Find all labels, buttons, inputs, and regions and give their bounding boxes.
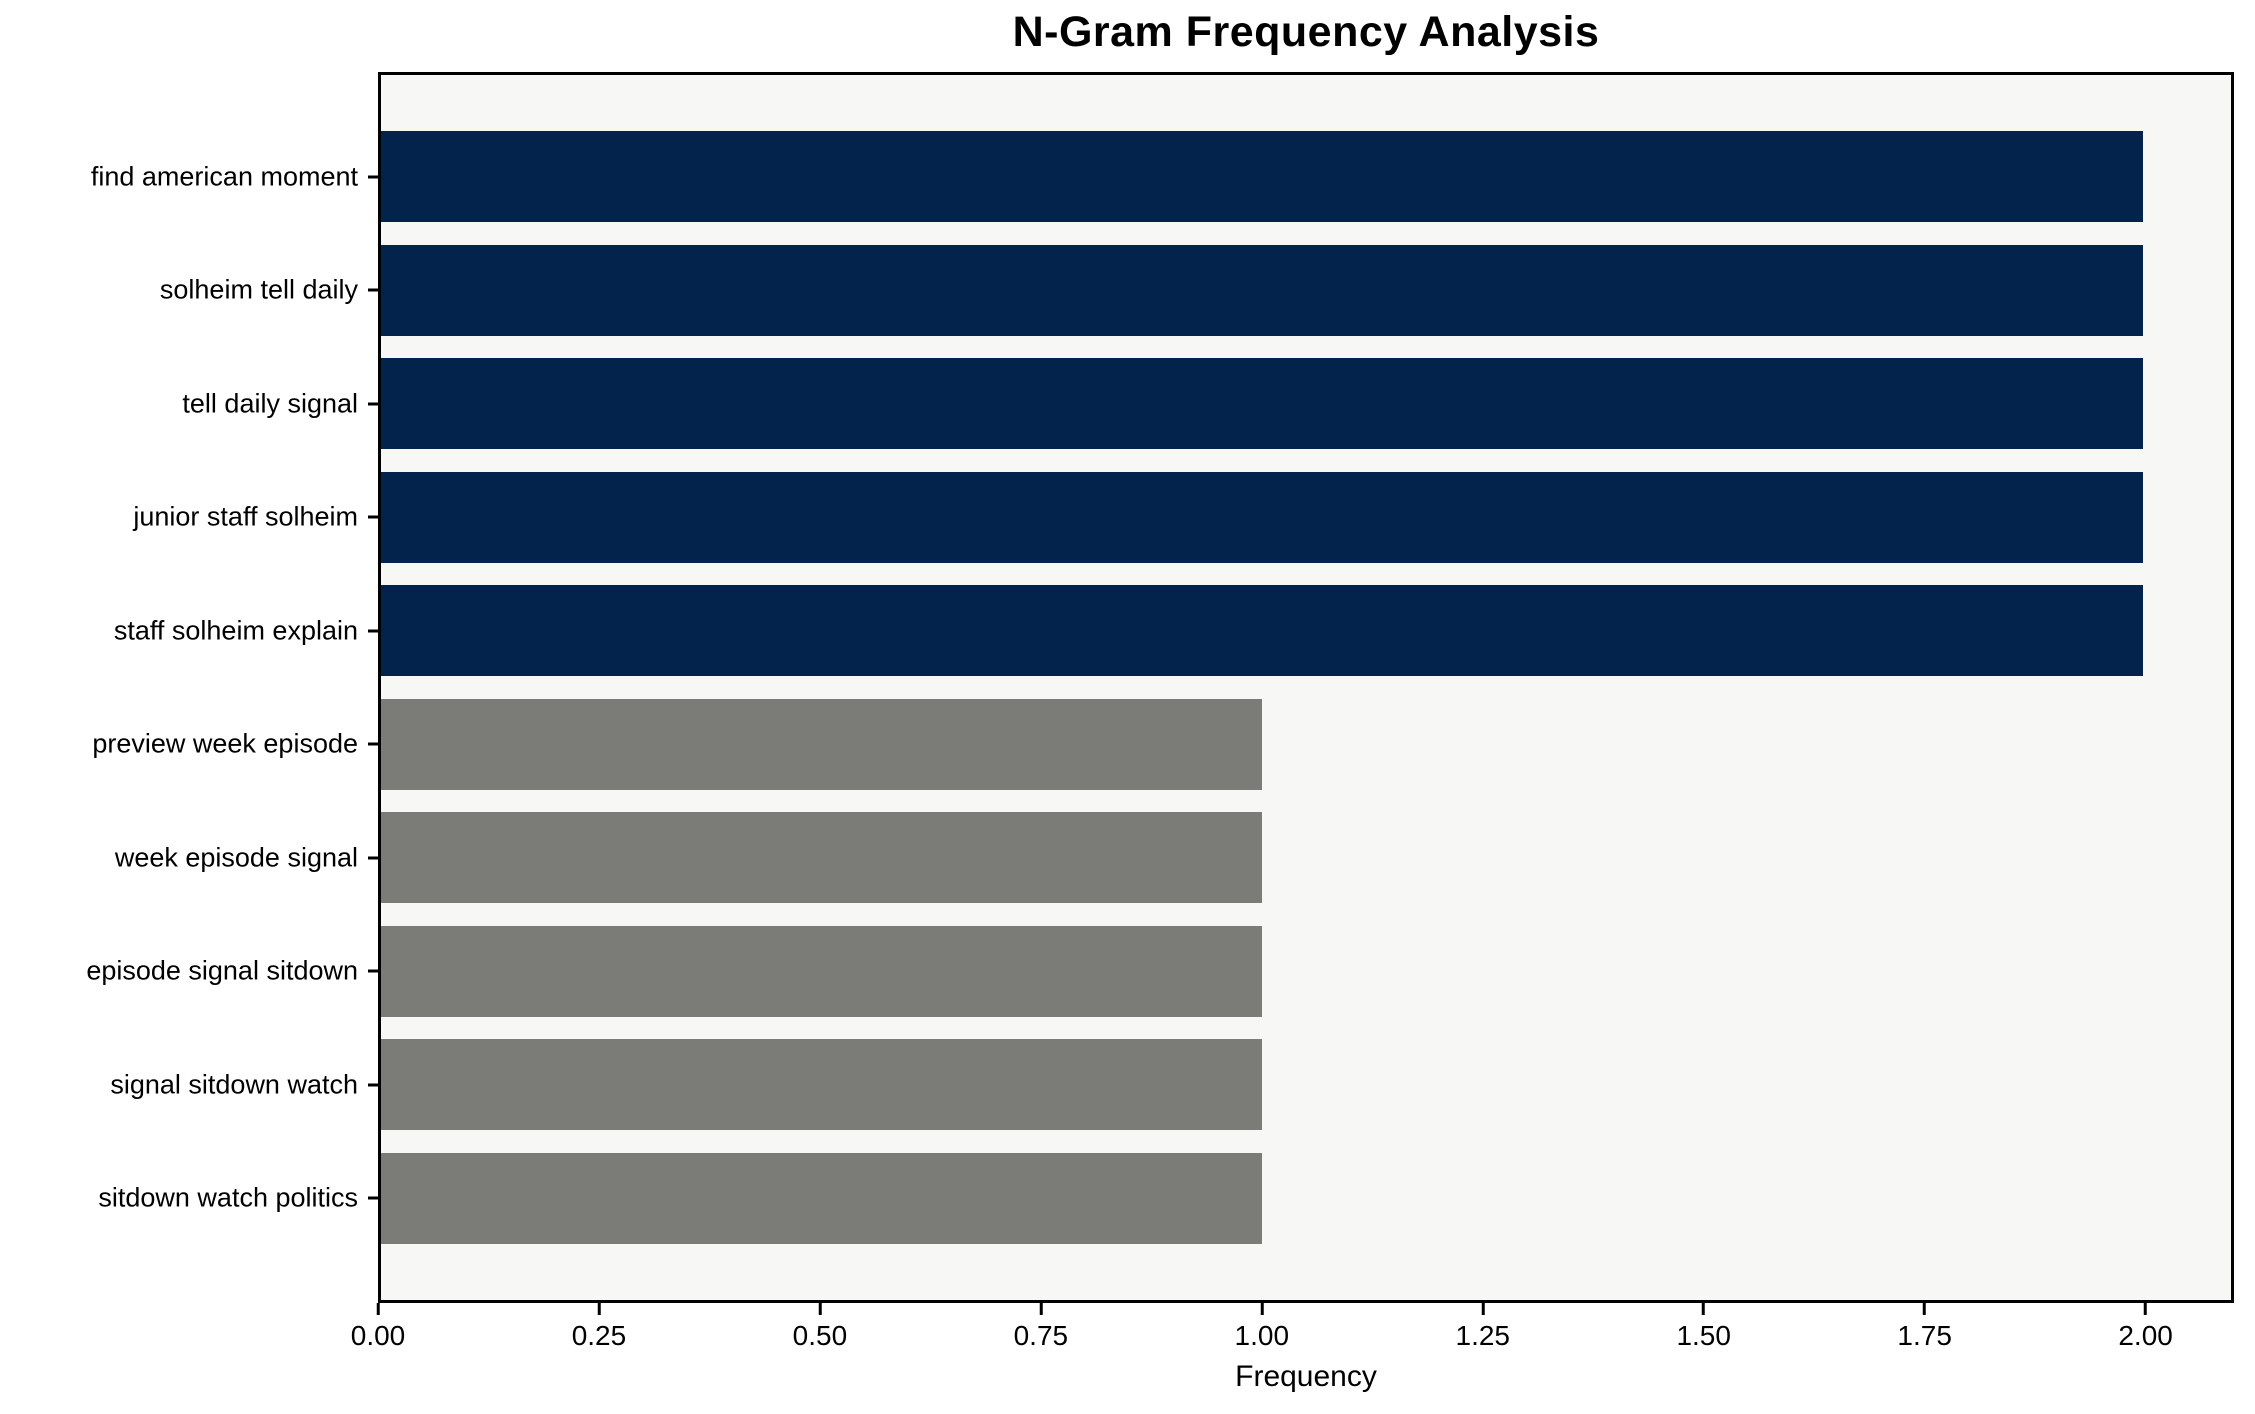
x-tick-mark <box>1039 1303 1043 1315</box>
y-tick-label: staff solheim explain <box>113 615 358 646</box>
y-tick-label: solheim tell daily <box>159 274 358 305</box>
bar-row: tell daily signal <box>182 347 2231 461</box>
y-tick-mark <box>368 856 378 860</box>
y-tick-mark <box>368 515 378 519</box>
bar-row: signal sitdown watch <box>110 1028 2231 1142</box>
bar <box>381 131 2143 223</box>
y-tick-label: sitdown watch politics <box>98 1182 358 1213</box>
x-tick-mark <box>376 1303 380 1315</box>
y-tick-mark <box>368 1083 378 1087</box>
x-tick-label: 2.00 <box>2118 1320 2173 1351</box>
y-tick-mark <box>368 175 378 179</box>
x-tick: 0.75 <box>1013 1303 1069 1352</box>
x-tick-label: 1.25 <box>1455 1320 1511 1351</box>
bar <box>381 585 2143 677</box>
bar-row: week episode signal <box>115 801 2231 915</box>
x-tick-mark <box>818 1303 822 1315</box>
bar <box>381 812 1262 904</box>
y-tick-label: episode signal sitdown <box>86 955 358 986</box>
bar-row: junior staff solheim <box>133 461 2231 575</box>
x-tick: 1.75 <box>1897 1303 1952 1352</box>
x-tick-label: 0.75 <box>1013 1320 1069 1351</box>
bar-row: staff solheim explain <box>114 574 2231 688</box>
bar <box>381 698 1262 790</box>
x-tick-mark <box>1923 1303 1927 1315</box>
y-tick-mark <box>368 969 378 973</box>
bar <box>381 471 2143 563</box>
x-tick-label: 1.50 <box>1676 1320 1731 1351</box>
plot-area: find american moment solheim tell daily te… <box>86 72 2234 1303</box>
bar <box>381 358 2143 450</box>
y-tick-label: junior staff solheim <box>133 501 358 532</box>
y-tick-mark <box>368 742 378 746</box>
chart-title: N-Gram Frequency Analysis <box>1012 8 1600 56</box>
y-tick-label: tell daily signal <box>182 388 358 419</box>
y-tick-mark <box>368 288 378 292</box>
x-tick: 1.00 <box>1234 1303 1290 1352</box>
bar-row: episode signal sitdown <box>86 915 2231 1029</box>
x-axis: 0.00 0.25 0.50 0.75 1.00 1.25 1.50 1.75 2.00 <box>351 1303 2234 1363</box>
x-tick: 2.00 <box>2118 1303 2173 1352</box>
y-tick-mark <box>368 629 378 633</box>
bar-row: sitdown watch politics <box>98 1142 2231 1256</box>
x-tick-label: 0.50 <box>792 1320 848 1351</box>
bar <box>381 1152 1262 1244</box>
x-tick: 0.50 <box>792 1303 848 1352</box>
bar <box>381 244 2143 336</box>
y-tick-label: find american moment <box>90 161 358 192</box>
x-tick-label: 1.00 <box>1234 1320 1290 1351</box>
x-tick-mark <box>2144 1303 2148 1315</box>
y-tick-label: preview week episode <box>92 728 358 759</box>
x-tick-label: 0.00 <box>350 1320 406 1351</box>
x-tick-label: 0.25 <box>571 1320 627 1351</box>
y-tick-mark <box>368 402 378 406</box>
x-tick: 0.00 <box>350 1303 406 1352</box>
x-tick: 1.50 <box>1676 1303 1731 1352</box>
bar-row: find american moment <box>91 120 2231 234</box>
x-tick-mark <box>1260 1303 1264 1315</box>
x-tick: 1.25 <box>1455 1303 1511 1352</box>
bar-row: solheim tell daily <box>160 234 2231 348</box>
y-tick-label: week episode signal <box>114 842 358 873</box>
x-tick-label: 1.75 <box>1897 1320 1952 1351</box>
bar <box>381 1039 1262 1131</box>
x-axis-title: Frequency <box>1235 1360 1377 1393</box>
x-tick: 0.25 <box>571 1303 627 1352</box>
x-tick-mark <box>597 1303 601 1315</box>
y-tick-label: signal sitdown watch <box>110 1069 358 1100</box>
bar <box>381 925 1262 1017</box>
x-tick-mark <box>1702 1303 1706 1315</box>
x-tick-mark <box>1481 1303 1485 1315</box>
bar-row: preview week episode <box>92 688 2231 802</box>
y-tick-mark <box>368 1196 378 1200</box>
